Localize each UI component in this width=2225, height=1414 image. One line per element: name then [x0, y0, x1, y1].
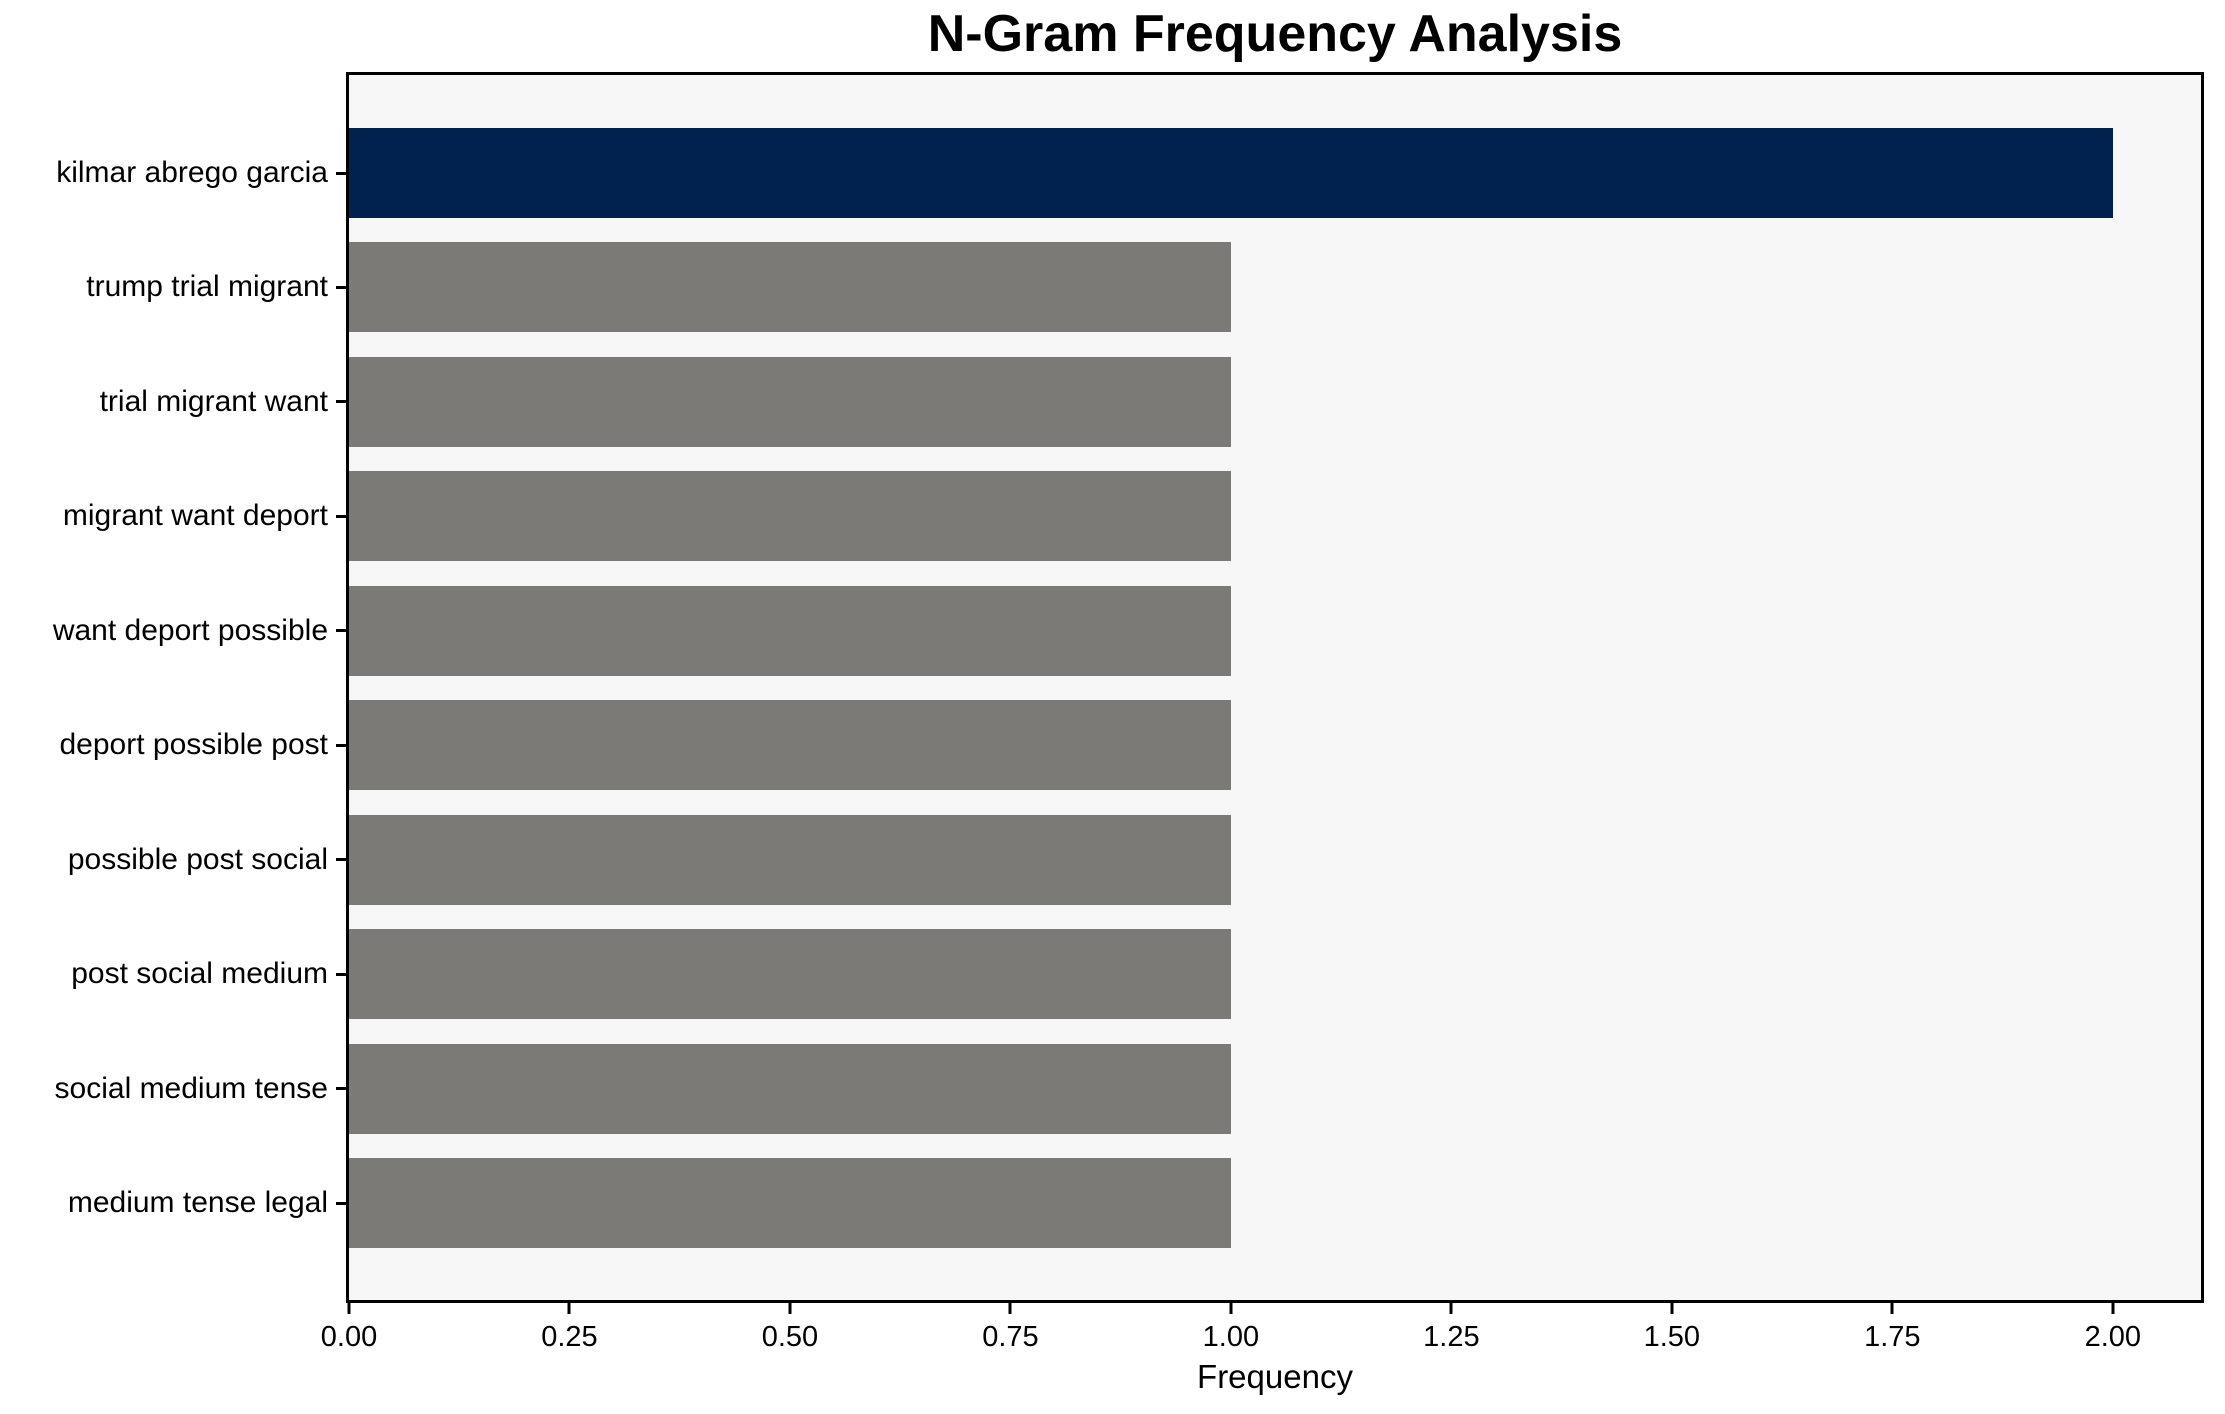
y-tick-label: social medium tense [54, 1071, 328, 1105]
plot-area [346, 72, 2204, 1303]
y-tick-label: possible post social [67, 842, 328, 876]
x-tick-label: 1.50 [1643, 1321, 1701, 1353]
x-tick-mark [1008, 1303, 1012, 1314]
x-tick-label: 0.75 [982, 1321, 1039, 1353]
y-tick-label: migrant want deport [62, 499, 328, 533]
y-tick-label: trump trial migrant [86, 270, 328, 304]
x-tick-mark [1670, 1303, 1674, 1314]
y-tick-mark [336, 171, 346, 175]
y-tick-mark [336, 858, 346, 862]
bar [349, 929, 1231, 1020]
x-tick-label: 1.00 [1202, 1321, 1260, 1353]
x-axis: 0.00 0.25 0.50 0.75 1.00 1.25 1.50 1.75 2.00 [321, 1303, 2204, 1413]
bar-row [349, 356, 2201, 447]
bar-row [349, 585, 2201, 676]
x-tick-mark [1229, 1303, 1233, 1314]
bar [349, 585, 1231, 676]
x-tick-label: 0.50 [761, 1321, 819, 1353]
y-tick-mark [336, 743, 346, 747]
y-tick-label: kilmar abrego garcia [56, 156, 328, 189]
y-tick-mark [336, 972, 346, 976]
y-tick-label: trial migrant want [99, 384, 328, 418]
bar [349, 700, 1231, 791]
x-tick-mark [1890, 1303, 1894, 1314]
bar [349, 356, 1231, 447]
y-tick-mark [336, 1201, 346, 1205]
bar-row [349, 929, 2201, 1020]
x-tick-label: 0.25 [541, 1321, 598, 1353]
x-tick-mark [347, 1303, 351, 1314]
y-tick-mark [336, 400, 346, 404]
x-tick-mark [1449, 1303, 1453, 1314]
y-tick-label: medium tense legal [67, 1186, 328, 1219]
bar [349, 1043, 1231, 1134]
x-tick-label: 1.75 [1864, 1321, 1921, 1353]
bar-row [349, 242, 2201, 333]
bar [349, 814, 1231, 905]
x-tick-mark [567, 1303, 571, 1314]
y-tick-mark [336, 629, 346, 633]
x-tick-mark [2111, 1303, 2115, 1314]
x-tick-label: 0.00 [320, 1321, 378, 1353]
x-axis-title: Frequency [1197, 1358, 1353, 1395]
bar [349, 1157, 1231, 1248]
bars-area [349, 75, 2201, 1300]
chart-title: N-Gram Frequency Analysis [927, 5, 1623, 63]
y-axis: kilmar abrego garcia trump trial migrant t… [0, 72, 346, 1303]
bar-row [349, 814, 2201, 905]
x-tick-label: 2.00 [2084, 1321, 2142, 1353]
bar [349, 242, 1231, 333]
y-tick-label: post social medium [71, 957, 328, 991]
bar-row [349, 471, 2201, 562]
bar-row [349, 700, 2201, 791]
bar-row [349, 1043, 2201, 1134]
x-tick-label: 1.25 [1423, 1321, 1480, 1353]
bar [349, 128, 2113, 218]
y-tick-mark [336, 1087, 346, 1091]
x-tick-mark [788, 1303, 792, 1314]
y-tick-label: want deport possible [52, 613, 328, 647]
y-tick-mark [336, 285, 346, 289]
bar-row [349, 128, 2201, 218]
bar [349, 471, 1231, 562]
bar-row [349, 1157, 2201, 1248]
y-tick-mark [336, 514, 346, 518]
y-tick-label: deport possible post [59, 728, 328, 762]
